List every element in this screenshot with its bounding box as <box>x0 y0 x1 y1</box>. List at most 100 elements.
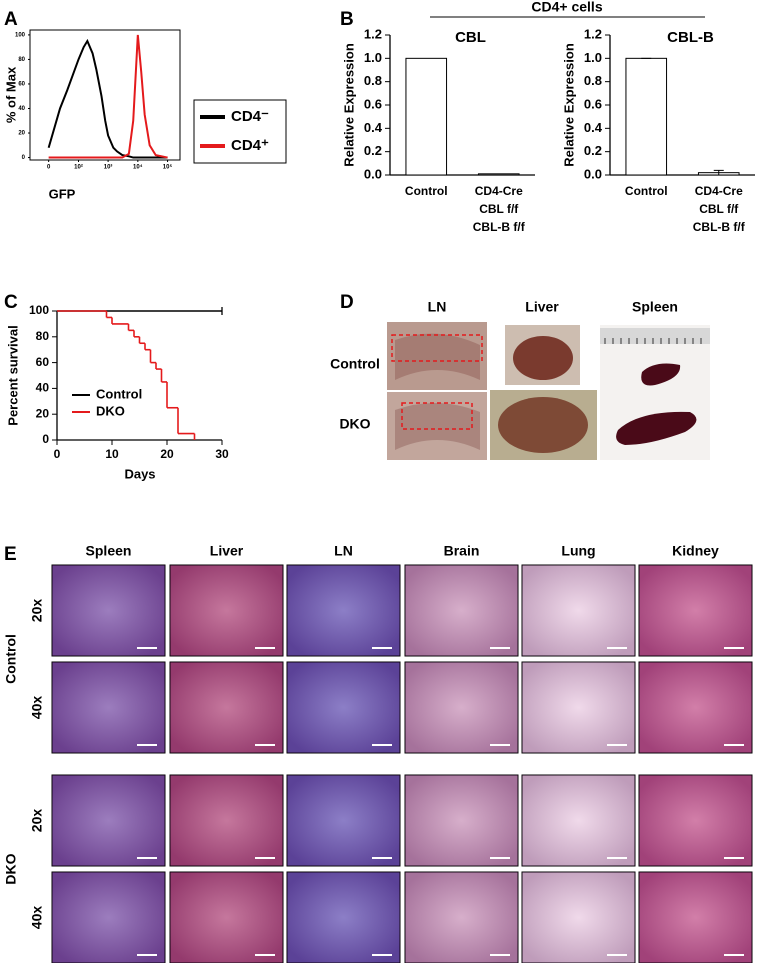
x-tick-label: CD4-Cre CBL f/f CBL-B f/f <box>693 184 746 234</box>
error-bar <box>713 169 724 176</box>
tile-texture <box>405 872 518 963</box>
column-label: Lung <box>561 543 595 559</box>
tile-texture <box>287 775 400 866</box>
y-tick-label: 1.0 <box>584 50 602 65</box>
tile-texture <box>522 565 635 656</box>
x-tick-label: 20 <box>160 447 174 461</box>
y-tick-label: 0.4 <box>364 120 383 135</box>
y-tick-label: 20 <box>18 131 25 137</box>
legend-label: Control <box>96 386 142 401</box>
y-tick-label: 100 <box>29 303 49 317</box>
legend-label: DKO <box>96 403 125 418</box>
y-tick-label: 0.6 <box>364 96 382 111</box>
tile-texture <box>639 872 752 963</box>
x-tick-label: 10² <box>74 164 83 171</box>
y-axis-label: Relative Expression <box>341 43 356 167</box>
y-tick-label: 80 <box>36 329 50 343</box>
tile-texture <box>639 775 752 866</box>
ruler <box>600 328 710 344</box>
photo-detail <box>395 333 480 380</box>
y-tick-label: 0 <box>22 155 26 161</box>
y-tick-label: 0.2 <box>584 143 602 158</box>
tile-texture <box>170 662 283 753</box>
x-tick-label: 0 <box>54 447 61 461</box>
tile-texture <box>170 565 283 656</box>
legend-label: CD4⁻ <box>231 108 269 125</box>
magnification-label: 20x <box>29 599 45 623</box>
column-label: Brain <box>444 543 480 559</box>
row-label: DKO <box>339 416 370 432</box>
x-axis-label: Days <box>124 466 155 481</box>
spleen <box>641 363 681 386</box>
panel-header: CD4+ cells <box>531 0 602 15</box>
tile-texture <box>287 565 400 656</box>
y-axis-label: Percent survival <box>5 325 20 425</box>
x-tick-label: CD4-Cre CBL f/f CBL-B f/f <box>473 184 526 234</box>
y-tick-label: 0.8 <box>364 73 382 88</box>
y-tick-label: 100 <box>15 32 26 38</box>
y-tick-label: 0.0 <box>364 166 382 181</box>
liver <box>513 336 573 380</box>
tile-texture <box>52 662 165 753</box>
bar <box>477 173 520 176</box>
photo-detail <box>395 402 480 450</box>
tile-texture <box>287 872 400 963</box>
group-label: Control <box>3 634 19 684</box>
chart-title: CBL <box>455 29 486 46</box>
column-label: LN <box>428 299 447 315</box>
panel-label: D <box>340 292 354 313</box>
ruler-ticks <box>604 338 702 344</box>
y-axis-label: % of Max <box>3 66 18 123</box>
tile-texture <box>52 775 165 866</box>
roi-box <box>401 402 473 430</box>
tile-texture <box>170 872 283 963</box>
y-tick-label: 0.8 <box>584 73 602 88</box>
tile-texture <box>522 775 635 866</box>
line <box>47 38 168 159</box>
tile-texture <box>405 775 518 866</box>
tile-texture <box>405 565 518 656</box>
x-tick-label: 10 <box>105 447 119 461</box>
y-tick-label: 60 <box>36 355 50 369</box>
spleen <box>616 411 697 445</box>
y-tick-label: 1.2 <box>364 26 382 41</box>
group-label: DKO <box>3 853 19 884</box>
y-tick-label: 0.0 <box>584 166 602 181</box>
x-tick-label: 0 <box>47 165 51 171</box>
tile-texture <box>52 872 165 963</box>
legend-label: CD4⁺ <box>231 137 269 154</box>
tile-texture <box>170 775 283 866</box>
y-tick-label: 40 <box>36 381 50 395</box>
x-tick-label: 10⁵ <box>163 165 173 171</box>
organ-photos <box>387 322 710 460</box>
histology-grid <box>51 564 753 963</box>
legend-box <box>193 99 287 164</box>
magnification-label: 40x <box>29 696 45 720</box>
x-tick-label: 30 <box>215 447 229 461</box>
panel-label: E <box>4 544 17 565</box>
column-label: LN <box>334 543 353 559</box>
x-tick-label: Control <box>625 184 668 198</box>
column-label: Spleen <box>86 543 132 559</box>
y-tick-label: 1.2 <box>584 26 602 41</box>
y-tick-label: 40 <box>18 106 25 112</box>
column-label: Liver <box>210 543 244 559</box>
y-tick-label: 60 <box>18 82 25 88</box>
magnification-label: 20x <box>29 809 45 833</box>
panel-label: C <box>4 292 18 313</box>
y-tick-label: 0.2 <box>364 143 382 158</box>
liver <box>498 397 588 453</box>
tile-texture <box>522 872 635 963</box>
tile-texture <box>639 662 752 753</box>
y-tick-label: 0.6 <box>584 96 602 111</box>
tile-texture <box>405 662 518 753</box>
y-tick-label: 0 <box>42 432 49 446</box>
roi-box <box>391 334 483 362</box>
bar <box>625 57 668 176</box>
line <box>48 34 168 159</box>
tile-texture <box>287 662 400 753</box>
tile-texture <box>52 565 165 656</box>
panel-label: B <box>340 9 354 30</box>
y-tick-label: 0.4 <box>584 120 603 135</box>
